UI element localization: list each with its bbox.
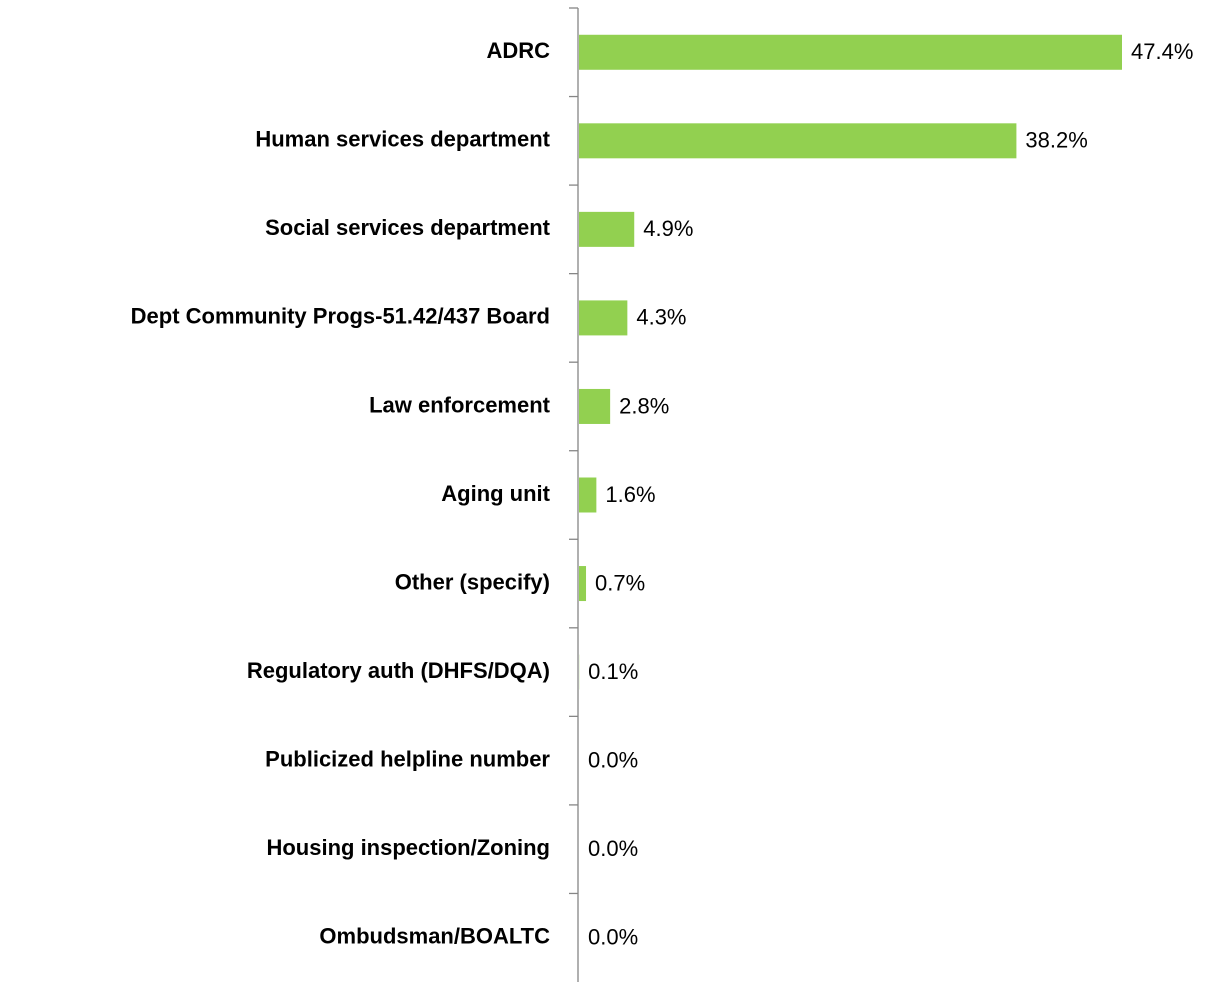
data-label: 1.6% (605, 482, 655, 507)
category-label: Aging unit (441, 481, 550, 506)
data-label: 0.0% (588, 925, 638, 950)
category-label: Social services department (265, 215, 551, 240)
data-label: 38.2% (1025, 128, 1087, 153)
bar (579, 34, 1122, 70)
category-label: Other (specify) (395, 569, 550, 594)
data-label: 4.9% (643, 216, 693, 241)
bar (579, 211, 635, 247)
category-label: Housing inspection/Zoning (266, 835, 550, 860)
bar (579, 300, 628, 336)
bar (579, 123, 1017, 159)
data-label: 4.3% (636, 305, 686, 330)
category-label: Ombudsman/BOALTC (319, 924, 550, 949)
category-label: Publicized helpline number (265, 746, 550, 771)
data-label: 0.7% (595, 570, 645, 595)
category-label: Dept Community Progs-51.42/437 Board (131, 304, 550, 329)
category-label: Law enforcement (369, 392, 551, 417)
data-label: 47.4% (1131, 39, 1193, 64)
data-label: 0.0% (588, 836, 638, 861)
category-label: ADRC (486, 38, 550, 63)
category-label: Human services department (255, 127, 550, 152)
data-label: 2.8% (619, 393, 669, 418)
bar (579, 388, 611, 424)
data-label: 0.1% (588, 659, 638, 684)
category-label: Regulatory auth (DHFS/DQA) (247, 658, 550, 683)
data-label: 0.0% (588, 747, 638, 772)
bar (579, 566, 587, 602)
bar (579, 477, 597, 513)
